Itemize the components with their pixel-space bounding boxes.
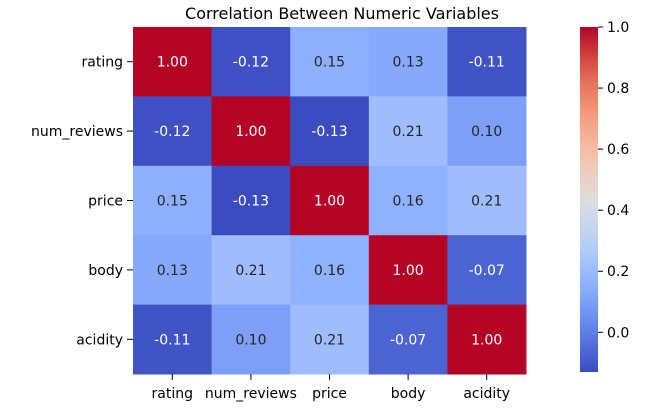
- cell-value-label: -0.11: [469, 55, 505, 71]
- colorbar: 0.0 0.2 0.4 0.6 0.8 1.0: [580, 20, 629, 372]
- x-axis: rating num_reviews price body acidity: [152, 374, 510, 402]
- heatmap-cell: [368, 304, 448, 375]
- cell-value-label: 1.00: [393, 263, 424, 279]
- y-tick-label: acidity: [76, 332, 123, 348]
- x-tick-label: rating: [152, 386, 193, 402]
- y-tick-label: rating: [82, 55, 123, 71]
- x-tick-label: acidity: [463, 386, 510, 402]
- cell-value-label: 0.21: [471, 194, 502, 210]
- cell-value-label: 1.00: [157, 55, 188, 71]
- cell-value-label: 1.00: [471, 332, 502, 348]
- cell-value-label: 0.21: [393, 124, 424, 140]
- cell-value-label: -0.11: [154, 332, 190, 348]
- y-tick-label: price: [88, 194, 123, 210]
- heatmap-cell: [211, 165, 291, 236]
- x-tick-label: body: [391, 386, 426, 402]
- heatmap-cell: [447, 165, 527, 236]
- heatmap-cell: [133, 304, 213, 375]
- colorbar-tick-label: 0.4: [607, 203, 629, 219]
- cell-value-label: 0.15: [157, 194, 188, 210]
- heatmap-cell: [133, 235, 213, 306]
- heatmap-cell: [133, 96, 213, 167]
- cell-value-label: 0.15: [314, 55, 345, 71]
- colorbar-tick-label: 0.0: [607, 325, 629, 341]
- cell-value-label: 0.16: [314, 263, 345, 279]
- y-tick-label: num_reviews: [31, 124, 123, 140]
- colorbar-tick-label: 1.0: [607, 20, 629, 36]
- heatmap-cell: [447, 235, 527, 306]
- chart-title: Correlation Between Numeric Variables: [185, 4, 499, 23]
- heatmap-cell: [447, 96, 527, 167]
- cell-value-label: -0.13: [233, 194, 269, 210]
- heatmap-cell: [211, 235, 291, 306]
- heatmap-cell: [290, 96, 370, 167]
- cell-value-label: -0.07: [469, 263, 505, 279]
- x-tick-label: num_reviews: [205, 386, 297, 402]
- heatmap-cell: [447, 27, 527, 97]
- cell-value-label: 0.21: [314, 332, 345, 348]
- cell-value-label: 0.13: [393, 55, 424, 71]
- cell-value-label: 0.10: [235, 332, 266, 348]
- heatmap-cell: [211, 27, 291, 97]
- heatmap-cell: [133, 27, 213, 97]
- heatmap-cell: [368, 27, 448, 97]
- heatmap-cell: [211, 96, 291, 167]
- heatmap-cell: [211, 304, 291, 375]
- heatmap-cell: [290, 27, 370, 97]
- cell-value-label: 0.21: [235, 263, 266, 279]
- heatmap-cell: [368, 235, 448, 306]
- cell-value-label: 0.10: [471, 124, 502, 140]
- heatmap-cell: [290, 165, 370, 236]
- x-tick-label: price: [312, 386, 347, 402]
- cell-value-label: 1.00: [235, 124, 266, 140]
- cell-value-label: -0.12: [233, 55, 269, 71]
- y-tick-label: body: [88, 263, 123, 279]
- colorbar-tick-label: 0.2: [607, 264, 629, 280]
- heatmap-cell: [290, 235, 370, 306]
- cell-value-label: -0.12: [154, 124, 190, 140]
- heatmap-cell: [290, 304, 370, 375]
- colorbar-tick-label: 0.8: [607, 81, 629, 97]
- heatmap-cells: 1.00 -0.12 0.15 0.13 -0.11 -0.12 1.00 -0.13 0.21…: [133, 27, 527, 375]
- cell-value-label: -0.07: [390, 332, 426, 348]
- colorbar-gradient: [580, 27, 598, 372]
- colorbar-tick-label: 0.6: [607, 142, 629, 158]
- heatmap-cell: [368, 165, 448, 236]
- cell-value-label: 1.00: [314, 194, 345, 210]
- heatmap-cell: [447, 304, 527, 375]
- cell-value-label: -0.13: [311, 124, 347, 140]
- heatmap-cell: [368, 96, 448, 167]
- heatmap-cell: [133, 165, 213, 236]
- cell-value-label: 0.16: [393, 194, 424, 210]
- cell-value-label: 0.13: [157, 263, 188, 279]
